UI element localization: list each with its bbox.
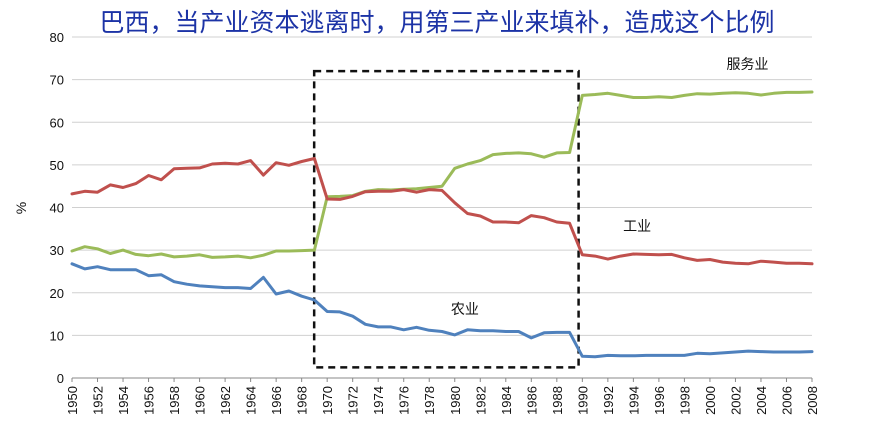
x-tick-label: 1984 — [499, 386, 514, 415]
highlight-box — [312, 69, 580, 369]
series-line — [70, 90, 814, 260]
x-tick-label: 1966 — [269, 386, 284, 415]
series-label: 工业 — [623, 219, 651, 235]
chart-title: 巴西，当产业资本逃离时，用第三产业来填补，造成这个比例 — [99, 8, 774, 37]
series-line — [70, 157, 814, 266]
x-tick-label: 1970 — [320, 386, 335, 415]
x-axis-ticks: 1950 1952 1954 1956 1958 1960 1962 1964 1966 1968… — [65, 378, 820, 415]
y-axis-label: % — [13, 202, 29, 214]
x-tick-label: 1956 — [142, 386, 157, 415]
series-lines — [70, 90, 814, 359]
y-tick-label: 30 — [50, 243, 64, 258]
x-tick-label: 1974 — [371, 386, 386, 415]
grid — [72, 36, 812, 379]
x-tick-label: 1992 — [601, 386, 616, 415]
x-tick-label: 1998 — [677, 386, 692, 415]
x-tick-label: 2000 — [703, 386, 718, 415]
y-tick-label: 20 — [50, 286, 64, 301]
highlight-box-group — [312, 69, 580, 369]
x-tick-label: 1976 — [397, 386, 412, 415]
y-tick-label: 60 — [50, 115, 64, 130]
y-tick-label: 50 — [50, 158, 64, 173]
x-tick-label: 1968 — [295, 386, 310, 415]
series-label: 服务业 — [727, 57, 769, 73]
x-tick-label: 1990 — [575, 386, 590, 415]
x-tick-label: 2008 — [805, 386, 820, 415]
y-tick-label: 80 — [50, 30, 64, 45]
x-tick-label: 2004 — [754, 386, 769, 415]
x-tick-label: 2006 — [779, 386, 794, 415]
x-tick-label: 1996 — [652, 386, 667, 415]
x-tick-label: 1958 — [167, 386, 182, 415]
x-tick-label: 1978 — [422, 386, 437, 415]
y-axis-ticks: 0 10 20 30 40 50 60 70 80 — [50, 30, 64, 386]
x-tick-label: 1950 — [65, 386, 80, 415]
x-tick-label: 1954 — [116, 386, 131, 415]
x-tick-label: 1962 — [218, 386, 233, 415]
x-tick-label: 2002 — [728, 386, 743, 415]
x-tick-label: 1980 — [448, 386, 463, 415]
x-tick-label: 1986 — [524, 386, 539, 415]
x-tick-label: 1982 — [473, 386, 488, 415]
x-tick-label: 1988 — [550, 386, 565, 415]
series-line — [70, 262, 814, 359]
y-tick-label: 70 — [50, 73, 64, 88]
x-tick-label: 1994 — [626, 386, 641, 415]
y-tick-label: 40 — [50, 201, 64, 216]
x-tick-label: 1952 — [91, 386, 106, 415]
x-tick-label: 1972 — [346, 386, 361, 415]
x-tick-label: 1964 — [244, 386, 259, 415]
y-tick-label: 0 — [57, 371, 64, 386]
y-tick-label: 10 — [50, 328, 64, 343]
x-tick-label: 1960 — [193, 386, 208, 415]
series-label: 农业 — [451, 302, 479, 318]
